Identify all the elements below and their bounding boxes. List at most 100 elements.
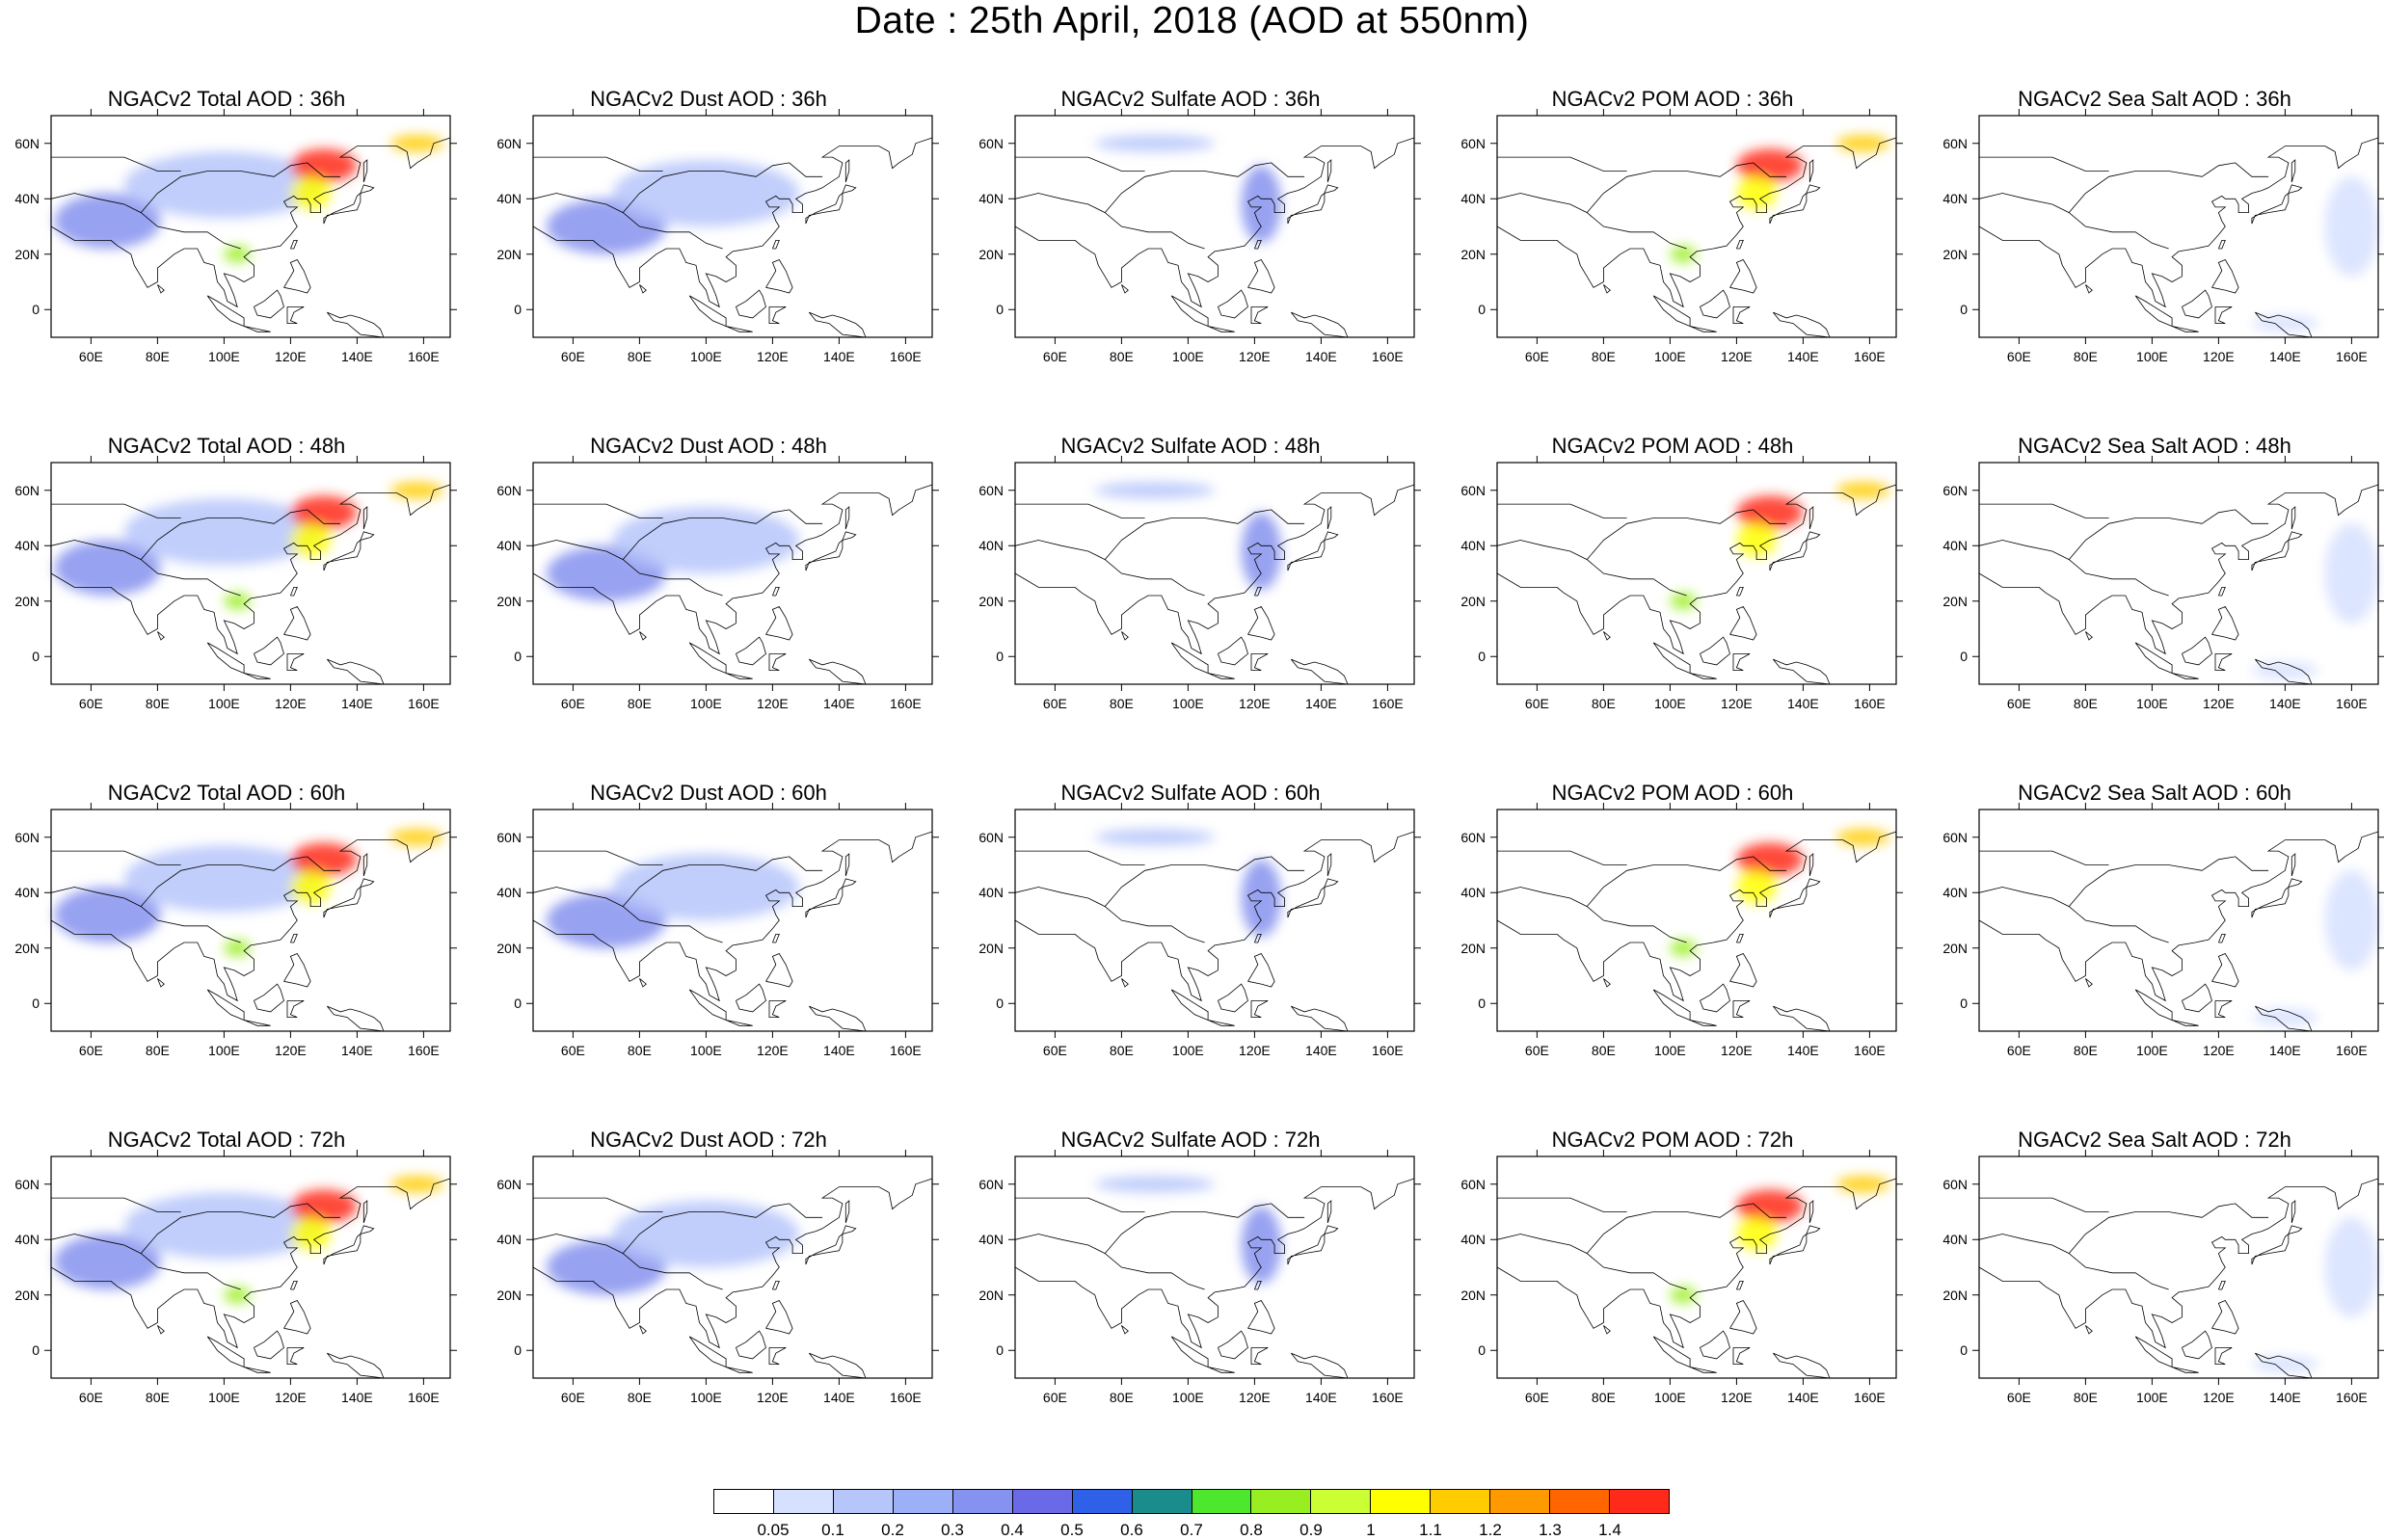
coastline: [2254, 658, 2313, 685]
coastline: [1732, 1346, 1751, 1366]
x-tick-label: 100E: [2136, 696, 2168, 711]
x-tick-label: 80E: [145, 349, 170, 364]
coastline: [1496, 540, 1687, 597]
map-plot-area: 60E 80E 100E 120E 140E 160E 0 20N 40N 60N: [496, 456, 939, 711]
coastline: [2211, 952, 2239, 988]
coastline: [1247, 605, 1275, 641]
map-svg: [44, 803, 457, 1038]
x-tick-label: 100E: [208, 696, 240, 711]
coastline: [283, 1299, 311, 1335]
x-tick-label: 160E: [1372, 349, 1404, 364]
x-tick-label: 60E: [560, 1043, 585, 1058]
x-tick-label: 140E: [1305, 696, 1337, 711]
coastline: [1806, 184, 1821, 194]
map-panel-total-1: NGACv2 Total AOD : 48h 60E 80E 100E 120E 140E…: [5, 434, 457, 732]
coastline: [1014, 137, 1415, 308]
x-tick-label: 120E: [275, 1043, 307, 1058]
coastline: [243, 673, 271, 679]
x-tick-label: 60E: [1042, 1390, 1067, 1405]
map-plot-area: 60E 80E 100E 120E 140E 160E 0 20N 40N 60N: [978, 803, 1421, 1058]
y-tick-label: 40N: [1460, 191, 1486, 207]
aod-field: [1094, 1176, 1281, 1285]
coastline: [1772, 1005, 1831, 1032]
coastline: [243, 1367, 271, 1373]
coastline: [1689, 1367, 1717, 1373]
x-tick-label: 140E: [2269, 696, 2301, 711]
y-tick-label: 40N: [14, 1232, 40, 1248]
coastline: [326, 1352, 385, 1379]
coastline: [725, 326, 753, 332]
x-tick-label: 60E: [2006, 1390, 2031, 1405]
coastline: [1496, 193, 1687, 250]
map-frame: [1496, 809, 1897, 1032]
coastline: [2068, 1203, 2269, 1254]
map-plot-area: 60E 80E 100E 120E 140E 160E 0 20N 40N 60N: [1942, 109, 2384, 364]
x-tick-label: 160E: [2336, 349, 2368, 364]
x-tick-label: 140E: [1787, 1390, 1819, 1405]
coastline: [1324, 531, 1339, 541]
colorbar-box: [1431, 1490, 1491, 1513]
x-tick-label: 100E: [1654, 696, 1686, 711]
coastline: [533, 850, 663, 865]
coastline: [1207, 673, 1235, 679]
aod-blob: [612, 160, 799, 226]
y-tick-label: 0: [996, 302, 1004, 318]
coastline: [254, 289, 284, 319]
map-frame: [532, 462, 933, 685]
coastline: [1978, 193, 2169, 250]
colorbar-label: 1.3: [1539, 1521, 1562, 1539]
coastline: [362, 1200, 368, 1224]
aod-blob: [1736, 842, 1804, 876]
coastline: [362, 853, 368, 877]
map-frame: [532, 115, 933, 338]
x-tick-label: 60E: [78, 349, 103, 364]
aod-blob: [290, 1189, 358, 1223]
y-tick-label: 0: [1960, 1342, 1968, 1359]
coastline: [842, 184, 857, 194]
x-tick-label: 120E: [2203, 696, 2235, 711]
colorbar-box: [1012, 1490, 1073, 1513]
coastline: [1250, 652, 1269, 672]
coastline: [2171, 673, 2199, 679]
coastline: [2290, 853, 2296, 877]
coastline: [1496, 484, 1897, 655]
panel-title: NGACv2 Dust AOD : 60h: [590, 781, 827, 805]
aod-blob: [1094, 135, 1215, 152]
x-tick-label: 100E: [1172, 1390, 1204, 1405]
coastline: [2134, 1336, 2173, 1368]
y-tick-label: 40N: [1460, 538, 1486, 554]
map-svg: [526, 803, 939, 1038]
coastline: [1496, 1178, 1897, 1349]
colorbar-label: 0.2: [881, 1521, 904, 1539]
aod-blob: [54, 887, 161, 943]
aod-blob: [1670, 940, 1697, 957]
x-tick-label: 140E: [1305, 1043, 1337, 1058]
coastline: [140, 162, 341, 213]
coastline: [844, 506, 850, 530]
coastline: [1254, 586, 1262, 597]
panel-title: NGACv2 Dust AOD : 48h: [590, 434, 827, 458]
x-tick-label: 80E: [2073, 1390, 2098, 1405]
coastline: [51, 503, 181, 518]
y-tick-label: 60N: [1942, 829, 1968, 845]
colorbar-label: 0.9: [1299, 1521, 1323, 1539]
map-plot-area: 60E 80E 100E 120E 140E 160E 0 20N 40N 60N: [978, 1150, 1421, 1405]
y-tick-label: 40N: [978, 191, 1004, 207]
x-tick-label: 80E: [1109, 1043, 1134, 1058]
colorbar-label: 1.1: [1419, 1521, 1442, 1539]
panel-title: NGACv2 Sea Salt AOD : 48h: [2018, 434, 2291, 458]
coastline: [1806, 1225, 1821, 1235]
x-tick-label: 80E: [1591, 696, 1616, 711]
x-tick-label: 100E: [690, 1043, 722, 1058]
map-frame: [1496, 115, 1897, 338]
aod-blob: [1736, 1189, 1804, 1223]
x-tick-label: 140E: [2269, 349, 2301, 364]
colorbar-label: 0.6: [1120, 1521, 1143, 1539]
coastline: [1736, 1280, 1744, 1290]
coastline: [286, 1346, 305, 1366]
coastline: [1287, 1233, 1326, 1265]
coastline: [1736, 933, 1744, 943]
aod-blob: [612, 854, 799, 920]
y-tick-label: 60N: [978, 1176, 1004, 1192]
x-tick-label: 160E: [408, 349, 440, 364]
